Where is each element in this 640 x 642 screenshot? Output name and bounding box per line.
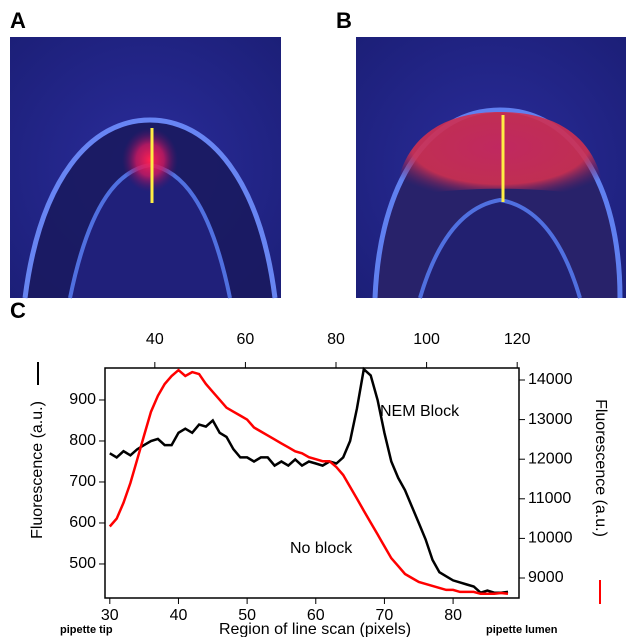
- line-series: [109, 366, 509, 595]
- x-tick-label: 70: [376, 607, 394, 624]
- y2-tick-label: 13000: [528, 411, 573, 428]
- x-tick-label: 60: [307, 607, 325, 624]
- annotation: NEM Block: [380, 403, 460, 420]
- x2-tick-label: 100: [413, 331, 440, 348]
- annotation: No block: [290, 540, 353, 557]
- y-axis-label: Fluorescence (a.u.): [29, 401, 46, 539]
- y2-axis-label: Fluorescence (a.u.): [592, 399, 609, 537]
- x-note: pipette tip: [60, 624, 113, 636]
- x-tick-label: 30: [101, 607, 119, 624]
- y-tick-label: 500: [69, 555, 96, 572]
- image-b: [356, 37, 626, 299]
- y2-tick-label: 12000: [528, 450, 573, 467]
- x-note: pipette lumen: [486, 624, 558, 636]
- y-tick-label: 800: [69, 432, 96, 449]
- x-axis-label: Region of line scan (pixels): [219, 621, 411, 637]
- y2-tick-label: 14000: [528, 371, 573, 388]
- x-tick-label: 80: [444, 607, 462, 624]
- y-tick-label: 600: [69, 514, 96, 531]
- plot-frame: [104, 367, 520, 599]
- x2-tick-label: 60: [237, 331, 255, 348]
- y2-tick-label: 11000: [528, 490, 571, 507]
- panel-label: B: [336, 8, 352, 33]
- x-tick-label: 40: [170, 607, 188, 624]
- panel-label: C: [10, 298, 26, 323]
- y2-tick-label: 10000: [528, 530, 573, 547]
- panel-label: A: [10, 8, 26, 33]
- x2-tick-label: 40: [146, 331, 164, 348]
- x-tick-label: 50: [238, 607, 256, 624]
- y2-tick-label: 9000: [528, 569, 564, 586]
- image-a: [10, 37, 281, 299]
- line-series: [108, 368, 509, 596]
- x2-tick-label: 80: [327, 331, 345, 348]
- y-tick-label: 700: [69, 473, 96, 490]
- x2-tick-label: 120: [504, 331, 531, 348]
- y-tick-label: 900: [69, 391, 96, 408]
